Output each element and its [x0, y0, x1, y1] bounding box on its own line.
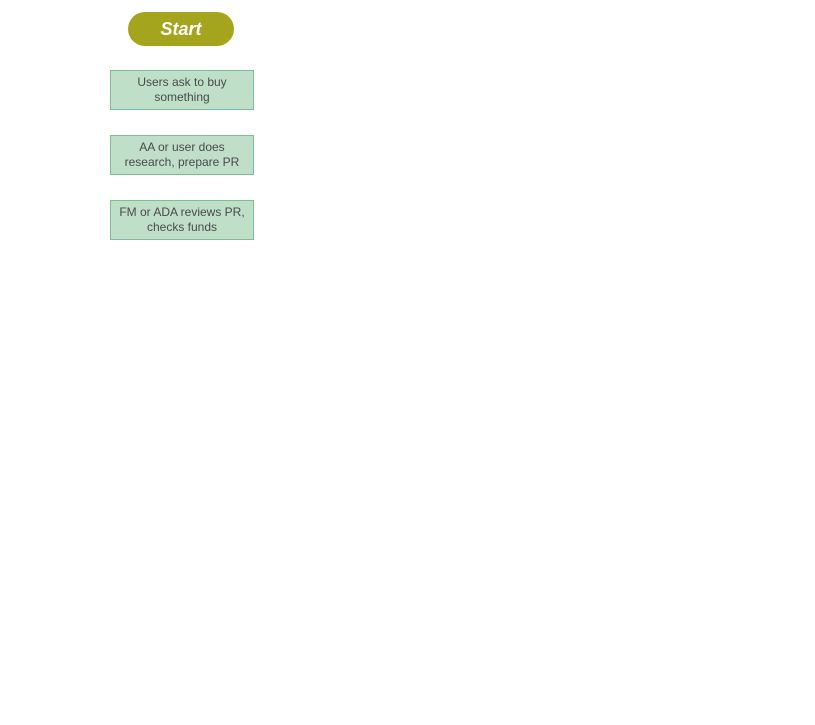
process-p2: AA or user does research, prepare PR [110, 135, 254, 175]
terminator-start: Start [128, 12, 234, 46]
process-p1: Users ask to buy something [110, 70, 254, 110]
process-p3: FM or ADA reviews PR, checks funds [110, 200, 254, 240]
